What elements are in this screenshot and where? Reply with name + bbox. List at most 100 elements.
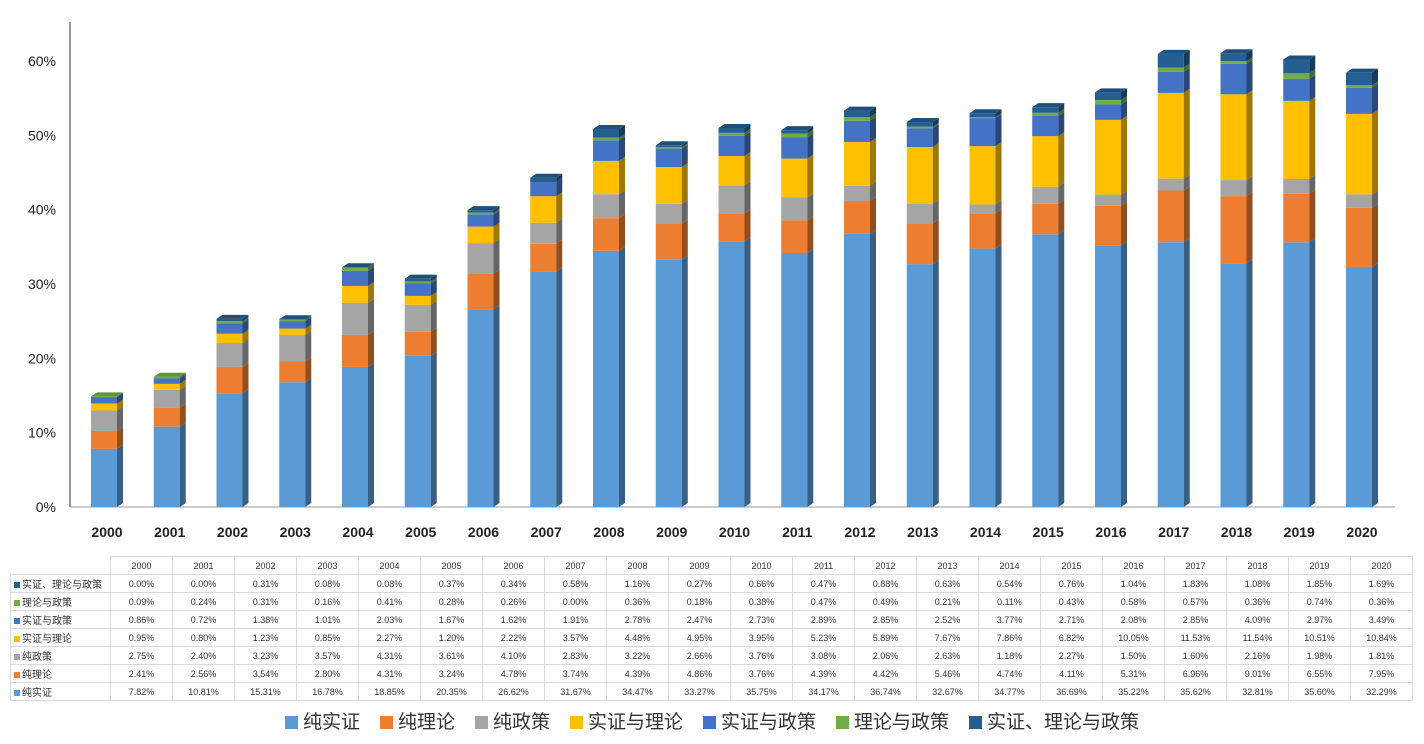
table-cell: 2.75%	[110, 646, 173, 665]
bar-segment-5	[655, 147, 682, 149]
legend-label: 纯政策	[492, 712, 550, 733]
x-tick-label: 2007	[531, 524, 562, 540]
bar-side-1	[1372, 203, 1378, 267]
bar-side-2	[744, 181, 751, 214]
table-cell: 35.62%	[1164, 682, 1227, 701]
bar-side-0	[744, 237, 751, 507]
bar-side-2	[932, 200, 939, 224]
table-cell: 6.55%	[1288, 664, 1351, 683]
table-year-header: 2003	[296, 556, 359, 575]
bar-side-5	[1246, 57, 1253, 64]
bar-side-4	[1121, 100, 1127, 120]
table-corner	[10, 556, 111, 575]
table-cell: 2.73%	[730, 610, 793, 629]
table-cell: 1.67%	[420, 610, 483, 629]
table-year-header: 2002	[234, 556, 297, 575]
bar-segment-0	[718, 241, 745, 507]
table-cell: 3.57%	[544, 628, 607, 647]
bar-segment-0	[279, 382, 306, 507]
table-cell: 33.27%	[668, 682, 731, 701]
x-tick-label: 2016	[1095, 524, 1126, 540]
table-cell: 10.84%	[1350, 628, 1413, 647]
bar-segment-1	[1032, 203, 1059, 235]
table-cell: 11.54%	[1226, 628, 1289, 647]
table-cell: 3.61%	[420, 646, 483, 665]
bar-side-1	[1058, 199, 1065, 235]
bar-top	[781, 126, 814, 131]
bar-segment-5	[718, 132, 745, 136]
table-year-header: 2012	[854, 556, 917, 575]
table-cell: 35.60%	[1288, 682, 1351, 701]
y-tick-label: 20%	[28, 350, 56, 366]
bar-side-6	[368, 263, 374, 268]
bar-side-4	[744, 131, 751, 156]
bar-side-3	[179, 379, 186, 390]
table-cell: 0.80%	[172, 628, 235, 647]
x-tick-label: 2003	[280, 524, 311, 540]
table-cell: 6.82%	[1040, 628, 1103, 647]
bar-segment-0	[153, 426, 180, 507]
table-cell: 3.24%	[420, 664, 483, 683]
legend-label: 纯实证	[302, 712, 360, 733]
bar-segment-4	[1157, 71, 1184, 93]
bar-segment-5	[906, 126, 933, 129]
table-cell: 7.95%	[1350, 664, 1413, 683]
bar-segment-2	[655, 203, 682, 224]
bar-side-3	[1183, 88, 1190, 179]
legend-item: 纯理论	[379, 707, 455, 734]
bar-side-5	[870, 113, 876, 121]
table-row: 纯政策 2.75% 2.40% 3.23% 3.57% 4.31% 3.61% 4.10% 2.…	[10, 646, 1413, 665]
bar-segment-1	[404, 331, 431, 356]
bar-side-3	[117, 399, 123, 411]
bar-side-4	[681, 144, 688, 167]
bar-segment-6	[1220, 53, 1247, 62]
bar-top	[1157, 49, 1190, 54]
table-cell: 2.83%	[544, 646, 607, 665]
y-tick-label: 60%	[28, 53, 56, 69]
bar-segment-5	[279, 319, 306, 322]
y-tick-label: 0%	[36, 499, 56, 515]
bar-segment-5	[1283, 73, 1310, 79]
table-cell: 4.39%	[606, 664, 669, 683]
bar-side-1	[117, 426, 123, 449]
bar-segment-1	[1346, 207, 1372, 267]
bar-segment-0	[467, 309, 494, 507]
bar-side-2	[870, 181, 876, 202]
bar-segment-4	[1220, 63, 1247, 95]
table-cell: 2.66%	[668, 646, 731, 665]
table-cell: 0.31%	[234, 592, 297, 611]
bar-segment-4	[91, 397, 117, 404]
bar-segment-3	[216, 333, 243, 343]
bar-side-4	[619, 136, 625, 161]
table-cell: 1.20%	[420, 628, 483, 647]
table-cell: 0.76%	[1040, 574, 1103, 593]
table-cell: 7.67%	[916, 628, 979, 647]
table-cell: 1.16%	[606, 574, 669, 593]
table-cell: 2.08%	[1102, 610, 1165, 629]
table-cell: 0.16%	[296, 592, 359, 611]
bar-side-0	[556, 267, 563, 507]
table-cell: 3.74%	[544, 664, 607, 683]
legend-swatch-icon	[836, 716, 850, 729]
x-tick-label: 2017	[1158, 524, 1189, 540]
bar-segment-1	[906, 223, 933, 265]
bar-segment-6	[467, 210, 494, 213]
x-tick-label: 2012	[844, 524, 875, 540]
legend-swatch-icon	[14, 690, 20, 697]
table-cell: 3.08%	[792, 646, 855, 665]
table-year-header: 2014	[978, 556, 1041, 575]
bar-segment-4	[844, 120, 870, 142]
bar-side-0	[430, 351, 437, 507]
table-cell: 0.72%	[172, 610, 235, 629]
bar-side-6	[430, 274, 437, 282]
bar-segment-5	[1095, 100, 1121, 105]
table-cell: 1.60%	[1164, 646, 1227, 665]
table-cell: 3.54%	[234, 664, 297, 683]
bar-segment-1	[593, 218, 619, 251]
bar-side-0	[681, 255, 688, 507]
bar-side-1	[995, 209, 1002, 249]
bar-side-5	[179, 372, 186, 379]
bar-segment-4	[279, 321, 306, 329]
bar-side-4	[1183, 67, 1190, 93]
bar-side-0	[305, 378, 312, 507]
